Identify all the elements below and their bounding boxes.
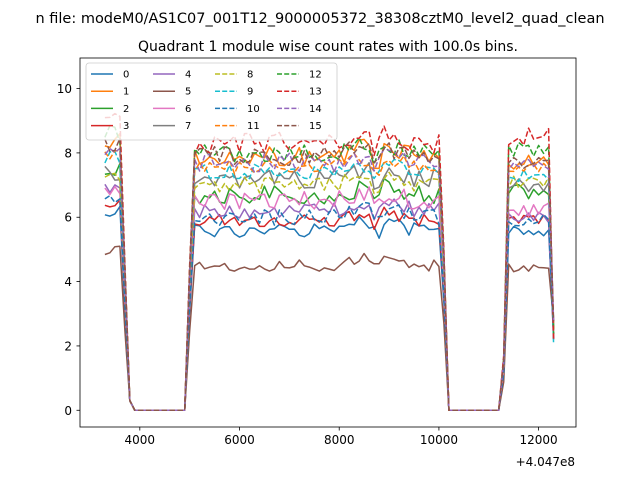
series-line-5 bbox=[104, 245, 555, 412]
series-line-7 bbox=[104, 161, 555, 412]
series-line-9 bbox=[104, 150, 555, 412]
series-line-1 bbox=[104, 132, 555, 412]
x-offset-label: +4.047e8 bbox=[516, 455, 575, 469]
series-line-10 bbox=[104, 194, 555, 412]
legend-label-9: 9 bbox=[247, 87, 253, 98]
legend-label-0: 0 bbox=[123, 70, 129, 81]
series-line-14 bbox=[104, 147, 555, 412]
series-line-15 bbox=[104, 137, 555, 412]
legend-label-14: 14 bbox=[309, 104, 322, 115]
series-line-4 bbox=[104, 183, 555, 412]
y-tick-label: 2 bbox=[64, 339, 72, 353]
series-line-11 bbox=[104, 149, 555, 412]
legend-frame bbox=[85, 62, 338, 141]
legend-label-11: 11 bbox=[247, 121, 260, 132]
legend-label-2: 2 bbox=[123, 104, 129, 115]
y-tick-label: 8 bbox=[64, 146, 72, 160]
x-tick-label: 12000 bbox=[520, 433, 558, 447]
chart-title: Quadrant 1 module wise count rates with … bbox=[138, 39, 518, 55]
series-line-8 bbox=[104, 171, 555, 412]
legend-label-13: 13 bbox=[309, 87, 322, 98]
legend-label-15: 15 bbox=[309, 121, 322, 132]
legend-label-10: 10 bbox=[247, 104, 260, 115]
series-line-3 bbox=[104, 199, 555, 412]
series-line-12 bbox=[104, 124, 555, 412]
legend-label-8: 8 bbox=[247, 70, 253, 81]
x-tick-label: 4000 bbox=[125, 433, 156, 447]
legend-label-12: 12 bbox=[309, 70, 322, 81]
series-line-0 bbox=[104, 205, 555, 412]
x-tick-label: 8000 bbox=[324, 433, 355, 447]
legend-label-6: 6 bbox=[185, 104, 191, 115]
x-tick-label: 10000 bbox=[420, 433, 458, 447]
legend-label-7: 7 bbox=[185, 121, 191, 132]
plot-area bbox=[104, 112, 555, 412]
y-tick-label: 10 bbox=[57, 82, 72, 96]
axes-frame bbox=[79, 57, 577, 428]
y-tick-label: 6 bbox=[64, 211, 72, 225]
figure-suptitle: n file: modeM0/AS1C07_001T12_9000005372_… bbox=[35, 11, 604, 27]
series-line-6 bbox=[104, 185, 555, 412]
legend-label-1: 1 bbox=[123, 87, 129, 98]
legend-label-5: 5 bbox=[185, 87, 191, 98]
x-tick-label: 6000 bbox=[224, 433, 255, 447]
y-tick-label: 4 bbox=[64, 275, 72, 289]
y-tick-label: 0 bbox=[64, 404, 72, 418]
legend-label-3: 3 bbox=[123, 121, 129, 132]
legend-label-4: 4 bbox=[185, 70, 191, 81]
